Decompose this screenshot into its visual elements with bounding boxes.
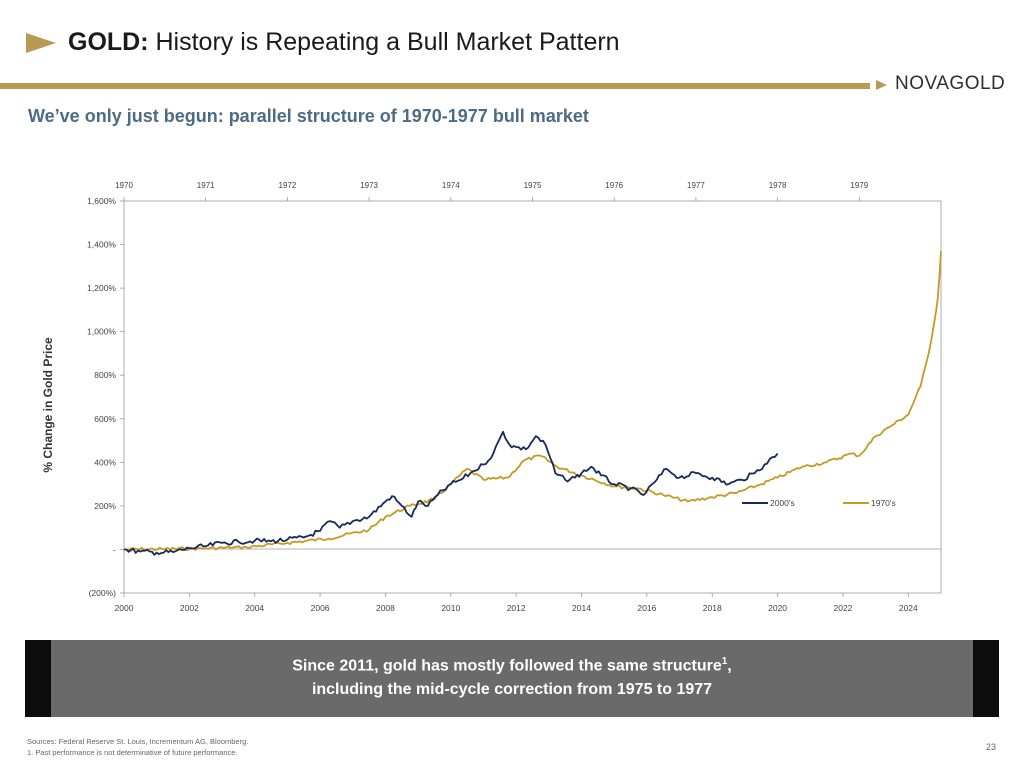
slide-subtitle: We’ve only just begun: parallel structur… xyxy=(28,106,589,126)
legend-label: 2000's xyxy=(770,498,795,508)
bottom-tick-label: 2020 xyxy=(768,603,787,613)
bottom-tick-label: 2010 xyxy=(441,603,460,613)
top-x-axis: 1970 1971 1972 1973 1974 1975 1976 1977 1978 1979 xyxy=(115,181,869,201)
bottom-tick-label: 2016 xyxy=(637,603,656,613)
logo-arrow-icon xyxy=(876,80,887,90)
series-lines xyxy=(123,251,942,556)
top-tick-label: 1977 xyxy=(687,181,705,190)
y-tick-label: 400% xyxy=(94,457,116,467)
y-tick-label: - xyxy=(113,544,116,554)
callout-banner: Since 2011, gold has mostly followed the… xyxy=(25,640,999,717)
bottom-tick-label: 2008 xyxy=(376,603,395,613)
legend: 2000's 1970's xyxy=(742,498,896,508)
bottom-tick-label: 2022 xyxy=(833,603,852,613)
bottom-tick-label: 2018 xyxy=(703,603,722,613)
top-tick-label: 1976 xyxy=(605,181,623,190)
y-tick-label: 600% xyxy=(94,414,116,424)
bottom-tick-label: 2002 xyxy=(180,603,199,613)
bottom-tick-label: 2000 xyxy=(115,603,134,613)
top-tick-label: 1975 xyxy=(524,181,542,190)
y-axis: (200%) - 200% 400% 600% 800% 1,000% 1,200% 1,400… xyxy=(87,196,124,598)
y-tick-label: (200%) xyxy=(89,588,117,598)
y-tick-label: 1,200% xyxy=(87,283,116,293)
sources-note: Sources: Federal Reserve St. Louis, Incr… xyxy=(27,736,248,758)
page-number: 23 xyxy=(986,742,997,752)
source-line-2: 1. Past performance is not determinative… xyxy=(27,748,238,757)
bottom-x-axis: 2000 2002 2004 2006 2008 2010 2012 2014 2016 2018… xyxy=(115,593,918,613)
series-line xyxy=(123,430,779,556)
bottom-tick-label: 2014 xyxy=(572,603,591,613)
top-tick-label: 1970 xyxy=(115,181,133,190)
top-tick-label: 1974 xyxy=(442,181,460,190)
gold-price-chart: % Change in Gold Price (200%) - 200% 400% 60… xyxy=(41,181,942,613)
bottom-tick-label: 2004 xyxy=(245,603,264,613)
top-tick-label: 1971 xyxy=(197,181,215,190)
y-tick-label: 200% xyxy=(94,501,116,511)
bottom-tick-label: 2006 xyxy=(311,603,330,613)
bottom-tick-label: 2012 xyxy=(507,603,526,613)
top-tick-label: 1978 xyxy=(769,181,787,190)
y-tick-label: 1,400% xyxy=(87,240,116,250)
novagold-logo: NOVAGOLD xyxy=(895,73,1006,94)
plot-area-frame xyxy=(123,200,942,594)
y-axis-label: % Change in Gold Price xyxy=(41,337,55,473)
top-tick-label: 1979 xyxy=(850,181,868,190)
source-line-1: Sources: Federal Reserve St. Louis, Incr… xyxy=(27,737,249,746)
callout-edge-left xyxy=(25,640,51,717)
bottom-tick-label: 2024 xyxy=(899,603,918,613)
callout-edge-right xyxy=(973,640,999,717)
legend-label: 1970's xyxy=(871,498,896,508)
top-tick-label: 1972 xyxy=(279,181,297,190)
header-divider xyxy=(0,83,870,89)
series-line xyxy=(124,251,942,552)
y-tick-label: 1,000% xyxy=(87,327,116,337)
slide-title: GOLD: History is Repeating a Bull Market… xyxy=(68,28,620,56)
y-tick-label: 1,600% xyxy=(87,196,116,206)
callout-line-2: including the mid-cycle correction from … xyxy=(311,681,713,698)
y-tick-label: 800% xyxy=(94,370,116,380)
top-tick-label: 1973 xyxy=(360,181,378,190)
callout-line-1: Since 2011, gold has mostly followed the… xyxy=(292,656,732,675)
title-arrow-icon xyxy=(26,33,56,53)
